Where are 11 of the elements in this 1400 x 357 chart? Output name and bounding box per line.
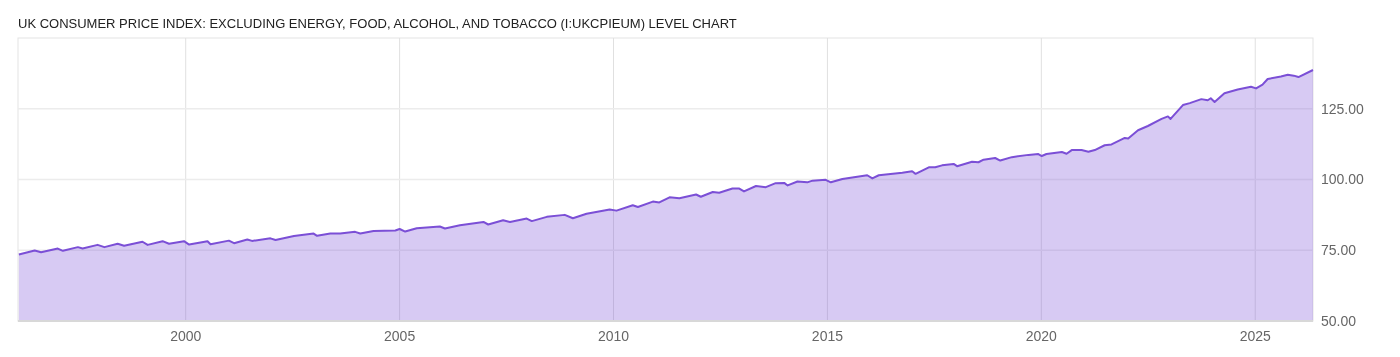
y-tick-label: 50.00 [1321,312,1357,329]
x-tick-label: 2015 [811,328,844,344]
y-tick-label: 100.00 [1321,171,1365,188]
x-tick-label: 2000 [170,328,202,344]
x-tick-label: 2020 [1025,328,1058,344]
y-tick-label: 125.00 [1321,100,1365,117]
y-tick-label: 75.00 [1321,242,1357,259]
x-tick-label: 2010 [597,328,630,344]
chart-title: UK CONSUMER PRICE INDEX: EXCLUDING ENERGY, FOOD, ALCOHOL, AND TOBACCO (I:UKCPIEUM) LEVEL CHART [18,16,737,31]
x-tick-label: 2005 [384,328,416,344]
x-tick-label: 2025 [1239,328,1272,344]
